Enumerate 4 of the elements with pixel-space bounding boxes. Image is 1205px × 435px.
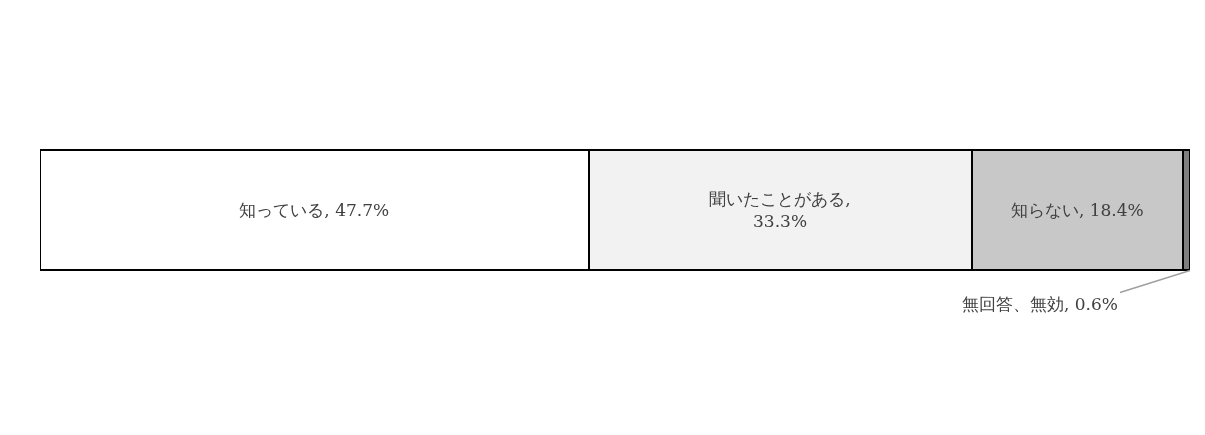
data-label: 聞いたことがある, 33.3%: [709, 189, 851, 232]
data-label: 無回答、無効, 0.6%: [962, 294, 1118, 314]
data-label: 知らない, 18.4%: [1010, 200, 1144, 221]
data-label: 知っている, 47.7%: [239, 200, 390, 221]
